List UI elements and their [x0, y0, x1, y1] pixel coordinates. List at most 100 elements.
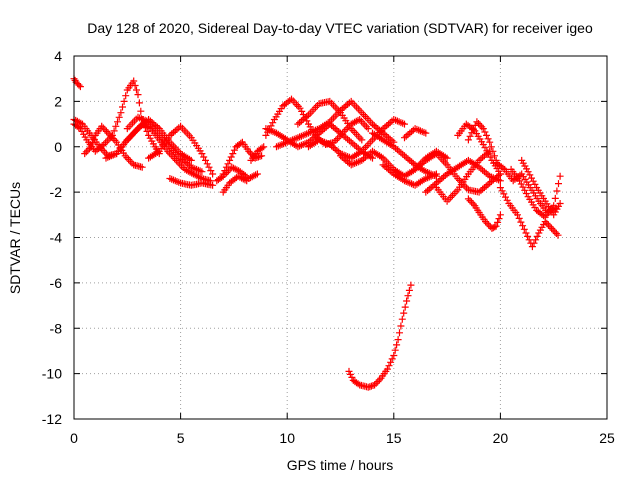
- data-point: [401, 120, 408, 128]
- y-tick-label: 2: [54, 93, 62, 109]
- data-point: [548, 224, 560, 237]
- data-point: [401, 177, 417, 189]
- data-point: [219, 165, 234, 180]
- data-point: [134, 113, 151, 125]
- data-point: [464, 121, 479, 144]
- data-point: [411, 125, 428, 136]
- data-point: [443, 154, 451, 162]
- y-axis-label: SDTVAR / TECUs: [7, 182, 23, 294]
- data-point: [326, 97, 343, 115]
- data-point: [164, 147, 179, 162]
- data-point: [364, 125, 372, 133]
- data-point: [138, 163, 146, 171]
- data-point: [390, 116, 407, 127]
- data-point: [253, 170, 261, 178]
- data-point: [273, 139, 289, 151]
- data-point: [556, 200, 564, 207]
- data-point: [283, 134, 300, 146]
- series-arc-7: [145, 122, 217, 178]
- y-tick-label: -2: [50, 184, 63, 200]
- data-point: [516, 177, 530, 197]
- data-point: [253, 144, 266, 155]
- data-point: [422, 171, 439, 182]
- series-arc-31: [518, 156, 564, 219]
- data-point: [454, 173, 471, 194]
- data-point: [347, 125, 364, 142]
- data-point: [550, 180, 562, 210]
- x-axis-label: GPS time / hours: [287, 457, 394, 473]
- data-point: [245, 171, 260, 182]
- data-point: [72, 78, 83, 89]
- data-point: [102, 150, 119, 162]
- series-arc-23: [422, 156, 504, 196]
- data-point: [533, 206, 547, 220]
- data-point: [294, 139, 311, 151]
- data-point: [305, 137, 321, 151]
- chart-title: Day 128 of 2020, Sidereal Day-to-day VTE…: [87, 20, 593, 36]
- data-point: [247, 150, 260, 164]
- data-point: [471, 127, 486, 146]
- data-point: [443, 188, 460, 205]
- data-point: [432, 170, 440, 178]
- data-point: [411, 176, 428, 189]
- data-point: [258, 152, 266, 160]
- data-point: [347, 116, 362, 128]
- data-point: [145, 118, 161, 137]
- axis-ticks: [73, 55, 608, 420]
- data-point: [337, 109, 353, 130]
- data-point: [177, 179, 193, 189]
- data-point: [479, 125, 492, 143]
- data-point: [189, 170, 204, 182]
- series-arc-16: [294, 97, 366, 144]
- x-tick-label: 10: [279, 430, 295, 446]
- data-point: [401, 126, 417, 142]
- data-point: [358, 109, 375, 126]
- y-tick-label: 0: [54, 139, 62, 155]
- data-point: [501, 165, 515, 182]
- data-point: [166, 175, 183, 186]
- series-arc-12: [247, 143, 268, 164]
- data-point: [454, 158, 471, 171]
- data-point: [226, 146, 238, 164]
- data-point: [358, 136, 366, 144]
- data-point: [358, 138, 375, 155]
- data-point: [315, 136, 332, 148]
- data-point: [518, 170, 532, 189]
- series-arc-10: [213, 163, 261, 185]
- data-point: [345, 367, 356, 381]
- data-point: [528, 232, 541, 251]
- data-point: [443, 164, 460, 178]
- series-arc-1: [70, 75, 84, 91]
- data-point: [123, 79, 136, 94]
- data-point: [337, 152, 353, 167]
- series-arc-29: [496, 184, 562, 251]
- data-point: [401, 152, 417, 167]
- tick-labels: 0 5 10 15 20 25 -12 -10 -8 -6 -4 -2 0 2 4: [42, 48, 615, 446]
- data-point: [518, 156, 530, 173]
- data-point: [371, 376, 383, 389]
- data-point: [305, 102, 321, 119]
- data-point: [198, 150, 215, 175]
- data-point: [383, 355, 396, 373]
- y-tick-label: -6: [50, 275, 63, 291]
- data-point: [464, 195, 477, 208]
- data-point: [486, 172, 503, 184]
- x-tick-label: 20: [493, 430, 509, 446]
- data-point: [358, 149, 375, 164]
- data-point: [454, 175, 471, 192]
- data-point: [398, 303, 409, 323]
- data-point: [155, 134, 172, 155]
- data-point: [394, 322, 405, 344]
- data-point: [475, 163, 492, 179]
- data-point: [347, 148, 364, 162]
- data-point: [76, 125, 89, 141]
- data-point: [177, 150, 193, 163]
- data-point: [454, 122, 469, 139]
- series-arc-20: [379, 161, 440, 189]
- data-point: [347, 97, 364, 115]
- series-arc-22: [411, 150, 504, 196]
- data-point: [209, 181, 217, 189]
- data-point: [492, 215, 503, 230]
- data-point: [123, 127, 140, 144]
- data-point: [337, 129, 353, 145]
